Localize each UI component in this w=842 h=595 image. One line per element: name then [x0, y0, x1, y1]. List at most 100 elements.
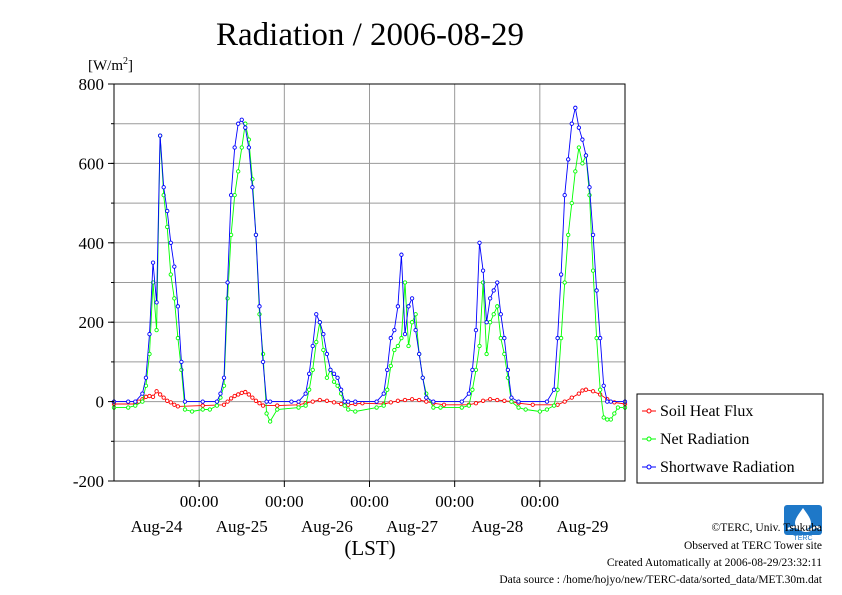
soil-heat-flux-point — [172, 402, 177, 407]
soil-heat-flux-point — [154, 389, 159, 394]
series-layer — [111, 105, 628, 424]
net-radiation-point — [331, 379, 337, 384]
net-radiation-point — [598, 387, 603, 392]
shortwave-radiation-point — [250, 185, 255, 190]
net-radiation-point — [353, 409, 358, 414]
shortwave-radiation-point — [470, 367, 475, 372]
shortwave-radiation-point — [608, 399, 613, 404]
shortwave-radiation-point — [484, 320, 489, 325]
net-radiation-point — [388, 363, 393, 369]
shortwave-radiation-point — [236, 121, 241, 126]
chart-title: Radiation / 2006-08-29 — [216, 17, 524, 53]
legend: Soil Heat Flux Net Radiation Shortwave Rad… — [636, 393, 824, 484]
shortwave-radiation-point — [601, 383, 606, 388]
shortwave-radiation-point — [200, 399, 205, 404]
x-day-label: Aug-25 — [216, 517, 268, 536]
net-radiation-point — [484, 351, 489, 357]
shortwave-radiation-point — [402, 331, 408, 337]
net-radiation-point — [498, 335, 503, 341]
net-radiation-point — [392, 347, 397, 353]
shortwave-radiation-point — [590, 232, 596, 238]
shortwave-radiation-point — [488, 296, 493, 301]
soil-heat-flux-point — [324, 398, 330, 403]
y-unit-label: [W/m2] — [88, 56, 133, 74]
net-radiation-point — [314, 339, 319, 345]
soil-heat-flux-point — [576, 391, 582, 396]
soil-heat-flux-point — [473, 401, 479, 406]
shortwave-radiation-point — [331, 371, 337, 376]
net-radiation-point — [580, 161, 585, 166]
x-tick-label: 00:00 — [350, 492, 389, 511]
net-radiation-point — [562, 280, 567, 285]
shortwave-radiation-point — [225, 280, 230, 285]
shortwave-radiation-point — [388, 335, 393, 341]
footer-copyright: ©TERC, Univ. Tsukuba — [712, 522, 822, 534]
shortwave-radiation-point — [257, 304, 262, 309]
net-radiation-point — [307, 387, 312, 392]
net-radiation-point — [236, 169, 241, 174]
net-radiation-point — [296, 405, 301, 410]
net-radiation-point — [608, 417, 613, 422]
soil-heat-flux-point — [317, 397, 322, 403]
shortwave-radiation-point — [406, 304, 411, 309]
shortwave-radiation-point — [551, 387, 557, 392]
legend-label-net-radiation: Net Radiation — [660, 431, 749, 448]
net-radiation-point — [615, 405, 621, 410]
soil-heat-flux-point — [236, 392, 241, 397]
net-radiation-point — [459, 405, 464, 410]
x-tick-label: 00:00 — [520, 492, 559, 511]
soil-heat-flux-point — [239, 390, 244, 396]
shortwave-radiation-point — [303, 391, 308, 396]
net-radiation-point — [587, 193, 592, 198]
shortwave-radiation-point — [459, 399, 464, 404]
legend-label-shortwave-radiation: Shortwave Radiation — [660, 459, 795, 476]
net-radiation-point — [140, 399, 145, 404]
shortwave-radiation-point — [232, 145, 237, 150]
net-radiation-point — [466, 403, 472, 408]
soil-heat-flux-point — [200, 403, 205, 408]
shortwave-radiation-point — [562, 193, 567, 198]
net-radiation-point — [402, 280, 408, 285]
shortwave-radiation-point — [253, 232, 259, 238]
shortwave-radiation-point — [555, 335, 560, 341]
soil-heat-flux-point — [580, 388, 585, 393]
shortwave-radiation-point — [168, 240, 173, 245]
legend-marker-soil-heat-flux — [646, 408, 652, 414]
net-radiation-point — [225, 296, 230, 301]
shortwave-radiation-point — [218, 391, 223, 396]
shortwave-radiation-point — [182, 399, 188, 404]
soil-heat-flux-point — [150, 394, 156, 399]
shortwave-radiation-point — [594, 288, 599, 293]
shortwave-radiation-point — [495, 280, 500, 285]
y-tick-label: 200 — [79, 313, 105, 332]
soil-heat-flux-point — [260, 403, 266, 408]
net-radiation-point — [232, 193, 237, 198]
shortwave-radiation-point — [399, 252, 404, 257]
net-radiation-point — [551, 403, 557, 408]
soil-heat-flux-point — [275, 403, 280, 408]
logo-text: TERC — [793, 535, 812, 542]
net-radiation-point — [267, 419, 273, 424]
x-day-label: Aug-27 — [386, 517, 438, 536]
shortwave-radiation-point — [583, 153, 589, 158]
soil-heat-flux-point — [157, 392, 163, 397]
shortwave-radiation-point — [558, 272, 564, 277]
shortwave-radiation-point — [335, 375, 340, 380]
shortwave-radiation-point — [431, 399, 436, 404]
shortwave-radiation-point — [502, 335, 507, 341]
soil-heat-flux-point — [495, 397, 500, 403]
net-radiation-point — [566, 232, 571, 238]
net-radiation-point — [516, 405, 521, 410]
axes: -200 0 200 400 600 800 00:00 00:00 00:00 00:00 00:… — [73, 75, 609, 536]
net-radiation-point — [168, 272, 173, 277]
shortwave-radiation-point — [409, 296, 415, 301]
legend-marker-net-radiation — [646, 436, 652, 442]
soil-heat-flux-point — [161, 395, 166, 400]
y-tick-label: 0 — [96, 393, 105, 412]
soil-heat-flux-point — [569, 395, 574, 400]
net-radiation-point — [605, 417, 610, 422]
shortwave-radiation-point — [147, 331, 152, 337]
soil-heat-flux-point — [175, 404, 181, 409]
soil-heat-flux-point — [590, 389, 596, 394]
